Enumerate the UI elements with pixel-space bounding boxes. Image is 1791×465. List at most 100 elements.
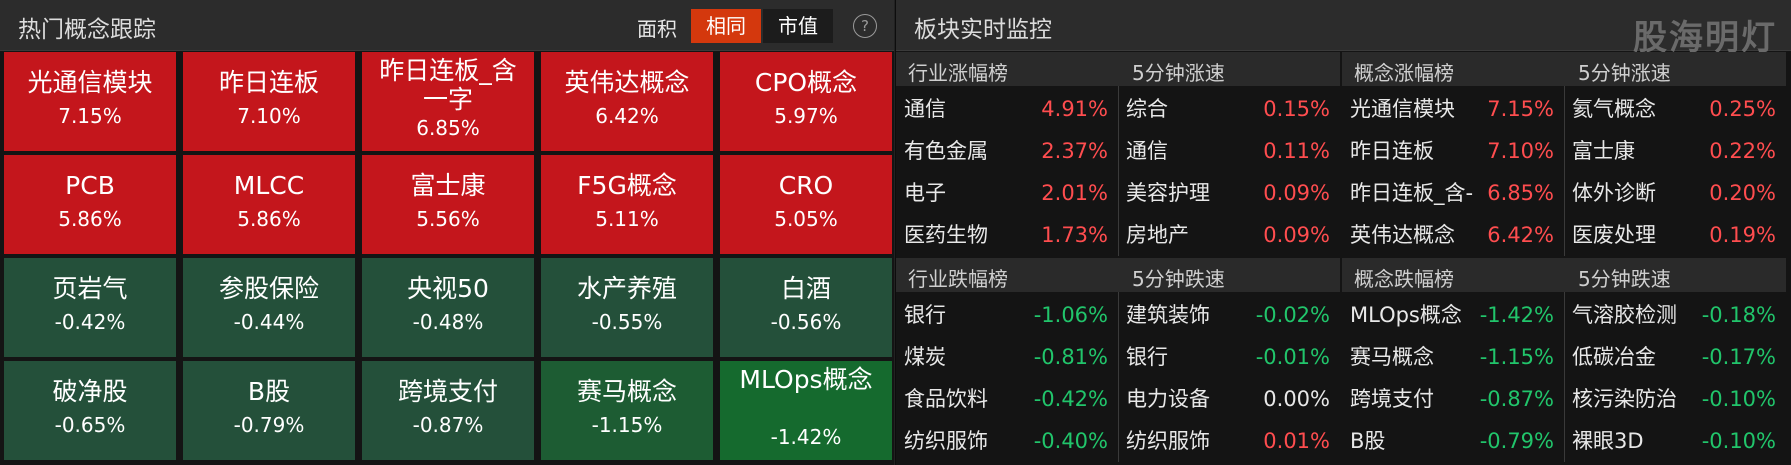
sector-change-pct: 7.10% [1487, 139, 1554, 163]
speed-ranking-title: 5分钟跌速 [1578, 267, 1671, 291]
sector-row[interactable]: 房地产 0.09% [1118, 214, 1340, 256]
sector-change-pct: 0.01% [1263, 429, 1330, 453]
concept-tile[interactable]: CPO概念 5.97% [720, 52, 892, 151]
sector-row[interactable]: 富士康 0.22% [1564, 130, 1786, 172]
sector-row[interactable]: 美容护理 0.09% [1118, 172, 1340, 214]
concept-change-pct: -0.44% [233, 310, 305, 334]
concept-change-pct: 5.86% [58, 207, 122, 231]
concept-tile[interactable]: 昨日连板 7.10% [183, 52, 355, 151]
sector-change-pct: -0.10% [1701, 387, 1776, 411]
concept-change-pct: 5.11% [595, 207, 659, 231]
ranking-title: 概念涨幅榜 [1354, 61, 1454, 85]
concept-name: B股 [247, 377, 291, 406]
sector-row[interactable]: 医废处理 0.19% [1564, 214, 1786, 256]
concept-tile[interactable]: 水产养殖 -0.55% [541, 258, 713, 357]
sector-name: 通信 [904, 97, 946, 121]
concept-name: 跨境支付 [397, 377, 498, 406]
sector-change-pct: -1.06% [1033, 303, 1108, 327]
concept-tile[interactable]: 富士康 5.56% [362, 155, 534, 254]
sector-change-pct: 0.09% [1263, 181, 1330, 205]
concept-tile[interactable]: B股 -0.79% [183, 361, 355, 460]
sector-row[interactable]: 赛马概念 -1.15% [1342, 336, 1564, 378]
sector-row[interactable]: 氦气概念 0.25% [1564, 88, 1786, 130]
sort-option-market-cap[interactable]: 市值 [763, 9, 833, 43]
concept-tile[interactable]: 光通信模块 7.15% [4, 52, 176, 151]
sector-row[interactable]: 光通信模块 7.15% [1342, 88, 1564, 130]
sector-row[interactable]: 气溶胶检测 -0.18% [1564, 294, 1786, 336]
concept-tile[interactable]: 参股保险 -0.44% [183, 258, 355, 357]
concept-change-pct: 7.10% [237, 104, 301, 128]
ranking-title: 行业涨幅榜 [908, 61, 1008, 85]
sector-name: 英伟达概念 [1350, 223, 1455, 247]
sector-row[interactable]: 核污染防治 -0.10% [1564, 378, 1786, 420]
sector-row[interactable]: 纺织服饰 -0.40% [896, 420, 1118, 462]
sector-row[interactable]: 通信 0.11% [1118, 130, 1340, 172]
sector-name: 煤炭 [904, 345, 946, 369]
sector-change-pct: -0.42% [1033, 387, 1108, 411]
sector-row[interactable]: 建筑装饰 -0.02% [1118, 294, 1340, 336]
sector-name: 昨日连板 [1350, 139, 1434, 163]
concept-tile[interactable]: 破净股 -0.65% [4, 361, 176, 460]
sector-row[interactable]: B股 -0.79% [1342, 420, 1564, 462]
concept-name: CPO概念 [754, 68, 858, 97]
sort-option-same[interactable]: 相同 [691, 9, 761, 43]
sector-row[interactable]: 煤炭 -0.81% [896, 336, 1118, 378]
sector-row[interactable]: 食品饮料 -0.42% [896, 378, 1118, 420]
sector-row[interactable]: MLOps概念 -1.42% [1342, 294, 1564, 336]
concept-tile[interactable]: 白酒 -0.56% [720, 258, 892, 357]
concept-name: 破净股 [52, 377, 128, 406]
hot-concepts-header: 热门概念跟踪 面积 相同 市值 ? [0, 0, 894, 51]
sector-row[interactable]: 跨境支付 -0.87% [1342, 378, 1564, 420]
concept-tile[interactable]: PCB 5.86% [4, 155, 176, 254]
sector-name: 美容护理 [1126, 181, 1210, 205]
sector-row[interactable]: 银行 -0.01% [1118, 336, 1340, 378]
sector-row[interactable]: 通信 4.91% [896, 88, 1118, 130]
sector-name: 综合 [1126, 97, 1168, 121]
concept-tile[interactable]: MLOps概念 -1.42% [720, 361, 892, 460]
sector-row[interactable]: 低碳冶金 -0.17% [1564, 336, 1786, 378]
sector-row[interactable]: 有色金属 2.37% [896, 130, 1118, 172]
sector-row[interactable]: 电子 2.01% [896, 172, 1118, 214]
concept-tile[interactable]: CRO 5.05% [720, 155, 892, 254]
sector-row[interactable]: 体外诊断 0.20% [1564, 172, 1786, 214]
concept-treemap: 光通信模块 7.15% 昨日连板 7.10% 昨日连板_含一字 6.85% 英伟达概念 6.4… [4, 52, 892, 462]
sector-row[interactable]: 裸眼3D -0.10% [1564, 420, 1786, 462]
ranking-section-header: 概念涨幅榜 5分钟涨速 [1342, 52, 1786, 86]
concept-change-pct: 5.56% [416, 207, 480, 231]
sector-row[interactable]: 银行 -1.06% [896, 294, 1118, 336]
sector-row[interactable]: 昨日连板_含- 6.85% [1342, 172, 1564, 214]
concept-change-pct: 6.42% [595, 104, 659, 128]
sector-row[interactable]: 纺织服饰 0.01% [1118, 420, 1340, 462]
concept-name: MLOps概念 [739, 365, 873, 394]
sector-row[interactable]: 综合 0.15% [1118, 88, 1340, 130]
concept-tile[interactable]: 英伟达概念 6.42% [541, 52, 713, 151]
concept-change-pct: 5.97% [774, 104, 838, 128]
sector-change-pct: 4.91% [1041, 97, 1108, 121]
panel-title: 板块实时监控 [914, 17, 1052, 43]
sector-row[interactable]: 英伟达概念 6.42% [1342, 214, 1564, 256]
concept-tile[interactable]: 跨境支付 -0.87% [362, 361, 534, 460]
sort-by-area-label: 面积 [637, 17, 677, 41]
sector-name: 气溶胶检测 [1572, 303, 1677, 327]
sector-name: 有色金属 [904, 139, 988, 163]
concept-tile[interactable]: MLCC 5.86% [183, 155, 355, 254]
sector-name: 房地产 [1126, 223, 1189, 247]
concept-name: MLCC [233, 171, 305, 200]
sector-change-pct: 6.42% [1487, 223, 1554, 247]
sector-row[interactable]: 电力设备 0.00% [1118, 378, 1340, 420]
concept-tile[interactable]: F5G概念 5.11% [541, 155, 713, 254]
help-icon[interactable]: ? [853, 14, 877, 38]
sector-change-pct: 0.20% [1709, 181, 1776, 205]
sector-row[interactable]: 昨日连板 7.10% [1342, 130, 1564, 172]
concept-tile[interactable]: 央视50 -0.48% [362, 258, 534, 357]
concept-name: 页岩气 [52, 274, 128, 303]
concept-tile[interactable]: 页岩气 -0.42% [4, 258, 176, 357]
concept-tile[interactable]: 昨日连板_含一字 6.85% [362, 52, 534, 151]
concept-change-pct: 7.15% [58, 104, 122, 128]
sector-name: 医废处理 [1572, 223, 1656, 247]
sector-name: 电子 [904, 181, 946, 205]
panel-title: 热门概念跟踪 [18, 17, 156, 43]
concept-tile[interactable]: 赛马概念 -1.15% [541, 361, 713, 460]
sector-row[interactable]: 医药生物 1.73% [896, 214, 1118, 256]
column-divider [1118, 86, 1119, 256]
